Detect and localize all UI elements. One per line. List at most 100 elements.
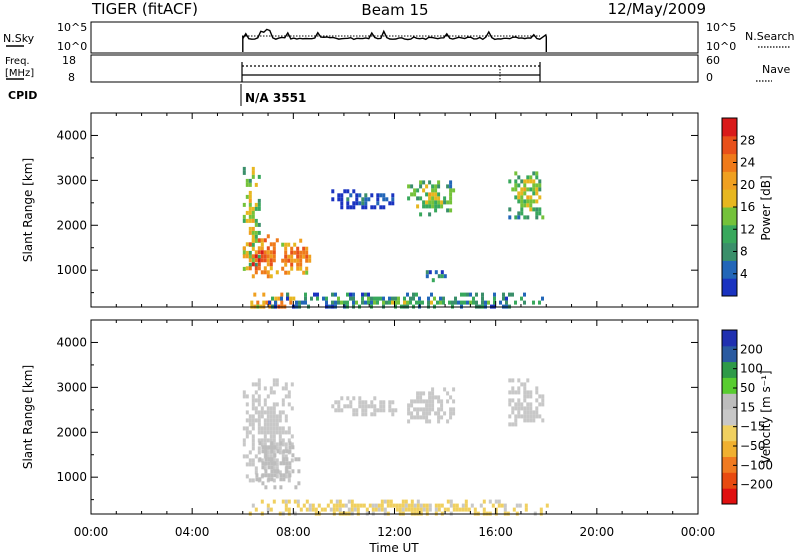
- echo-cell: [428, 196, 432, 201]
- echo-cell: [285, 461, 289, 466]
- colorbar-swatch: [722, 456, 737, 473]
- echo-cell: [289, 296, 293, 301]
- echo-cell: [335, 499, 339, 504]
- echo-cell: [355, 201, 359, 206]
- echo-cell: [464, 507, 468, 512]
- echo-cell: [266, 394, 270, 399]
- echo-cell: [248, 250, 252, 255]
- echo-cell: [407, 196, 411, 201]
- echo-cell: [337, 300, 340, 305]
- echo-cell: [394, 300, 397, 305]
- echo-cell: [347, 499, 351, 504]
- echo-cell: [346, 205, 350, 210]
- echo-cell: [305, 246, 309, 251]
- echo-cell: [269, 410, 273, 415]
- echo-cell: [290, 258, 294, 263]
- colorbar-tick-label: −50: [740, 439, 765, 453]
- echo-cell: [403, 300, 406, 305]
- echo-cell: [251, 246, 255, 251]
- echo-cell: [284, 454, 288, 459]
- echo-cell: [425, 399, 429, 404]
- echo-cell: [517, 183, 521, 188]
- echo-cell: [419, 395, 423, 400]
- echo-cell: [497, 499, 501, 504]
- colorbar-swatch: [722, 424, 737, 442]
- echo-cell: [391, 400, 395, 405]
- echo-cell: [449, 411, 453, 416]
- echo-cell: [251, 210, 255, 215]
- echo-cell: [242, 254, 246, 259]
- echo-cell: [299, 507, 303, 512]
- echo-cell: [334, 400, 338, 405]
- echo-cell: [254, 454, 258, 459]
- echo-cell: [520, 402, 524, 407]
- nsearch-tick-high: 10^5: [706, 21, 736, 34]
- echo-cell: [316, 296, 319, 301]
- echo-cell: [343, 404, 347, 409]
- echo-cell: [251, 478, 255, 483]
- echo-cell: [340, 205, 344, 210]
- echo-cell: [281, 258, 285, 263]
- echo-cell: [358, 193, 362, 198]
- echo-cell: [355, 300, 358, 305]
- echo-cell: [419, 399, 423, 404]
- colorbar-swatch: [722, 393, 737, 410]
- echo-cell: [245, 178, 249, 183]
- echo-cell: [245, 394, 249, 399]
- echo-cell: [514, 183, 518, 188]
- echo-cell: [269, 242, 273, 247]
- echo-cell: [359, 503, 363, 508]
- echo-cell: [532, 187, 536, 192]
- echo-cell: [385, 300, 388, 305]
- echo-cell: [449, 196, 453, 201]
- echo-cell: [451, 300, 454, 305]
- echo-cell: [446, 200, 450, 205]
- echo-cell: [541, 402, 545, 407]
- echo-cell: [272, 430, 276, 435]
- colorbar-tick-label: 24: [740, 156, 755, 170]
- echo-cell: [287, 258, 291, 263]
- echo-cell: [466, 292, 469, 297]
- echo-cell: [508, 207, 512, 212]
- echo-cell: [455, 503, 459, 508]
- echo-cell: [266, 430, 270, 435]
- echo-cell: [284, 474, 288, 479]
- echo-cell: [419, 180, 423, 185]
- echo-cell: [281, 426, 285, 431]
- echo-cell: [290, 262, 294, 267]
- echo-cell: [526, 402, 530, 407]
- echo-cell: [332, 503, 336, 508]
- echo-cell: [340, 193, 344, 198]
- echo-cell: [532, 183, 536, 188]
- echo-cell: [404, 499, 408, 504]
- echo-cell: [416, 188, 420, 193]
- echo-cell: [272, 410, 276, 415]
- echo-cell: [419, 507, 423, 512]
- echo-cell: [437, 407, 441, 412]
- echo-cell: [272, 254, 276, 259]
- echo-cell: [248, 262, 252, 267]
- colorbar-swatch: [722, 409, 737, 426]
- echo-cell: [428, 403, 432, 408]
- echo-cell: [529, 179, 533, 184]
- echo-cell: [535, 406, 539, 411]
- echo-cell: [331, 292, 334, 297]
- echo-cell: [248, 178, 252, 183]
- echo-cell: [422, 399, 426, 404]
- echo-cell: [518, 503, 522, 508]
- echo-cell: [254, 206, 258, 211]
- echo-cell: [428, 507, 432, 512]
- echo-cell: [421, 300, 424, 305]
- echo-cell: [242, 442, 246, 447]
- echo-cell: [248, 422, 252, 427]
- echo-cell: [254, 406, 258, 411]
- echo-cell: [370, 400, 374, 405]
- echo-cell: [337, 296, 340, 301]
- echo-cell: [443, 200, 447, 205]
- echo-cell: [269, 274, 273, 279]
- echo-cell: [257, 414, 261, 419]
- echo-cell: [493, 292, 496, 297]
- echo-cell: [291, 445, 295, 450]
- echo-cell: [257, 422, 261, 427]
